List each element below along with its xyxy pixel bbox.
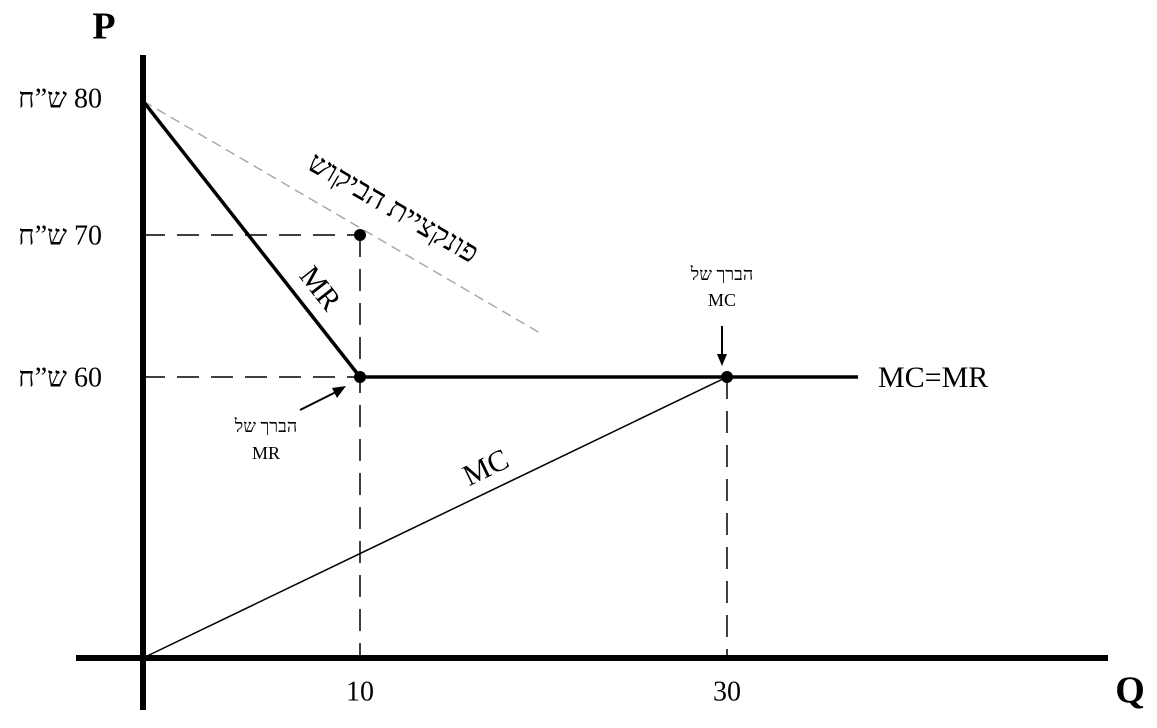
point <box>721 371 733 383</box>
guides <box>143 234 728 658</box>
arrow <box>299 389 341 411</box>
arrowhead <box>332 386 346 398</box>
mr-label: MR <box>293 260 348 317</box>
demand-label: פונקציית הביקוש <box>302 146 484 270</box>
demand-line <box>142 100 541 334</box>
annotation: MC <box>708 290 736 310</box>
y-tick-label: 60 ש”ח <box>18 362 102 393</box>
mr-line <box>141 99 362 379</box>
annotation: הברך של <box>690 264 753 284</box>
point <box>354 371 366 383</box>
annotation: הברך של <box>234 416 297 436</box>
y-tick-label: 80 ש”ח <box>18 83 102 114</box>
x-tick-label: 10 <box>346 676 374 707</box>
arrowhead <box>717 354 727 366</box>
mc-mr-label: MC=MR <box>878 361 988 394</box>
x-axis-label: Q <box>1115 670 1145 712</box>
mc-line <box>142 376 728 659</box>
annotation: MR <box>252 443 280 463</box>
point <box>354 229 366 241</box>
y-tick-label: 70 ש”ח <box>18 220 102 251</box>
x-tick-label: 30 <box>713 676 741 707</box>
y-axis-label: P <box>92 6 115 48</box>
mc-label: MC <box>458 443 514 493</box>
